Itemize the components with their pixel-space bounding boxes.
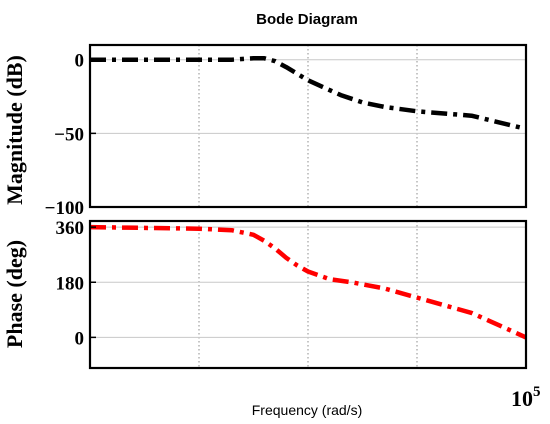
x-axis-label: Frequency (rad/s)	[252, 402, 362, 418]
magnitude-axis-label: Magnitude (dB)	[2, 55, 27, 205]
x-tick-base: 10	[511, 386, 533, 411]
magnitude-tick-label: −50	[54, 124, 84, 145]
magnitude-y-ticks: 0 −50 −100	[45, 51, 96, 219]
magnitude-series	[90, 56, 527, 132]
chart-title: Bode Diagram	[256, 11, 358, 28]
phase-series	[89, 224, 527, 340]
magnitude-tick-label: −100	[45, 198, 84, 219]
phase-axis-label: Phase (deg)	[2, 240, 27, 348]
phase-line	[89, 224, 527, 340]
phase-panel: 360 180 0 Phase (deg)	[2, 218, 528, 370]
phase-tick-label: 180	[56, 273, 85, 294]
phase-tick-label: 0	[75, 328, 85, 349]
magnitude-line	[90, 56, 527, 132]
x-tick-exponent: 5	[533, 384, 541, 400]
magnitude-tick-label: 0	[75, 51, 85, 72]
magnitude-panel: 0 −50 −100 Magnitude (dB)	[2, 43, 528, 219]
phase-tick-label: 360	[56, 218, 85, 239]
x-tick-label-end: 105	[511, 384, 541, 411]
magnitude-frame	[88, 43, 528, 209]
phase-frame	[88, 219, 528, 370]
phase-y-ticks: 360 180 0	[56, 218, 96, 349]
